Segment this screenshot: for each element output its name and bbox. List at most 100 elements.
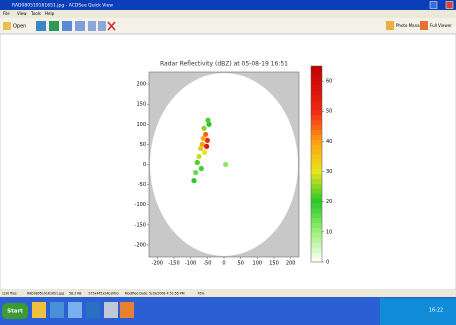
- y-tick-label: 0: [143, 162, 146, 168]
- echo: [191, 178, 196, 183]
- status-item: RAD080519161651.jpg: [27, 292, 64, 296]
- taskbar-icon[interactable]: [120, 302, 134, 318]
- echo: [195, 160, 200, 165]
- window-title: RAD080519161651.jpg - ACDSee Quick View: [12, 3, 113, 9]
- tool-icon[interactable]: [62, 21, 72, 31]
- colorbar-label: 30: [326, 169, 332, 175]
- status-item: Modified Date: 5/19/2008 4:51:55 PM: [125, 292, 185, 296]
- y-tick-label: 100: [136, 122, 146, 128]
- taskbar-icon[interactable]: [50, 302, 64, 318]
- colorbar-label: 50: [326, 109, 332, 115]
- colorbar-segment: [311, 247, 322, 252]
- clock: 16:22: [429, 308, 443, 314]
- colorbar-segment: [311, 189, 322, 194]
- colorbar-segment: [311, 115, 322, 120]
- x-tick-label: 200: [286, 261, 296, 267]
- echo: [201, 126, 206, 131]
- status-item: 575x445x24b JPEG: [88, 292, 119, 296]
- x-tick-label: 50: [237, 261, 243, 267]
- colorbar-segment: [311, 213, 322, 218]
- colorbar-segment: [311, 238, 322, 243]
- echo: [202, 150, 207, 155]
- x-tick-label: -50: [203, 261, 211, 267]
- pm-icon[interactable]: [386, 21, 394, 30]
- echo: [196, 154, 201, 159]
- colorbar-segment: [311, 130, 322, 135]
- colorbar-segment: [311, 184, 322, 189]
- x-tick-label: 100: [253, 261, 263, 267]
- colorbar-segment: [311, 135, 322, 140]
- x-tick-label: 150: [269, 261, 279, 267]
- taskbar-icon[interactable]: [104, 302, 118, 318]
- colorbar-segment: [311, 154, 322, 159]
- colorbar-segment: [311, 203, 322, 208]
- colorbar-segment: [311, 125, 322, 130]
- y-tick-label: 200: [136, 82, 146, 88]
- colorbar-segment: [311, 218, 322, 223]
- full-viewer-button[interactable]: Full Viewer: [430, 23, 452, 28]
- echo: [223, 162, 228, 167]
- tool-icon[interactable]: [75, 21, 85, 31]
- colorbar-segment: [311, 179, 322, 184]
- status-item: 1/30 files: [2, 292, 17, 296]
- taskbar-icon[interactable]: [68, 302, 82, 318]
- colorbar-segment: [311, 193, 322, 198]
- tool-icon[interactable]: [88, 21, 96, 31]
- menu-item[interactable]: File: [3, 11, 10, 16]
- x-tick-label: -100: [185, 261, 196, 267]
- colorbar-segment: [311, 208, 322, 213]
- menu-item[interactable]: Help: [45, 11, 55, 16]
- taskbar-icon[interactable]: [86, 302, 100, 318]
- colorbar-segment: [311, 252, 322, 257]
- tool-icon[interactable]: [36, 21, 46, 31]
- colorbar-segment: [311, 120, 322, 125]
- colorbar-segment: [311, 105, 322, 110]
- tool-icon[interactable]: [49, 21, 59, 31]
- y-tick-label: -100: [135, 202, 146, 208]
- colorbar-label: 40: [326, 139, 332, 145]
- status-item: 58.3 KB: [69, 292, 81, 296]
- colorbar-segment: [311, 149, 322, 154]
- y-tick-label: 50: [140, 142, 146, 148]
- colorbar-segment: [311, 233, 322, 238]
- colorbar-segment: [311, 66, 322, 71]
- colorbar-label: 60: [326, 79, 332, 85]
- colorbar-segment: [311, 71, 322, 76]
- colorbar-segment: [311, 257, 322, 262]
- y-tick-label: -50: [138, 182, 146, 188]
- tool-icon[interactable]: [98, 21, 106, 31]
- x-tick-label: -200: [152, 261, 163, 267]
- colorbar-segment: [311, 86, 322, 91]
- colorbar-segment: [311, 76, 322, 81]
- colorbar-segment: [311, 242, 322, 247]
- tray: [380, 298, 456, 325]
- colorbar-segment: [311, 110, 322, 115]
- colorbar-label: 20: [326, 199, 332, 205]
- open-icon[interactable]: [3, 22, 11, 30]
- colorbar-segment: [311, 95, 322, 100]
- y-tick-label: -200: [135, 242, 146, 248]
- colorbar-segment: [311, 228, 322, 233]
- echo: [205, 118, 210, 123]
- open-button[interactable]: Open: [13, 24, 26, 30]
- start-label[interactable]: Start: [7, 309, 23, 315]
- colorbar-segment: [311, 198, 322, 203]
- status-item: 76%: [197, 292, 204, 296]
- menu-bar: [0, 10, 456, 18]
- close[interactable]: [446, 2, 453, 9]
- colorbar-label: 10: [326, 229, 332, 235]
- minimize[interactable]: [430, 2, 437, 9]
- colorbar-segment: [311, 140, 322, 145]
- colorbar-segment: [311, 144, 322, 149]
- colorbar-label: 0: [326, 260, 329, 266]
- colorbar-segment: [311, 223, 322, 228]
- taskbar-icon[interactable]: [32, 302, 46, 318]
- menu-item[interactable]: Tools: [30, 11, 41, 16]
- echo: [198, 146, 203, 151]
- colorbar-segment: [311, 100, 322, 105]
- fv-icon[interactable]: [420, 21, 428, 30]
- menu-item[interactable]: View: [17, 11, 27, 16]
- chart-title: Radar Reflectivity (dBZ) at 05-08-19 16:…: [160, 61, 288, 68]
- colorbar-segment: [311, 164, 322, 169]
- screen: RAD080519161651.jpg - ACDSee Quick View …: [0, 0, 456, 325]
